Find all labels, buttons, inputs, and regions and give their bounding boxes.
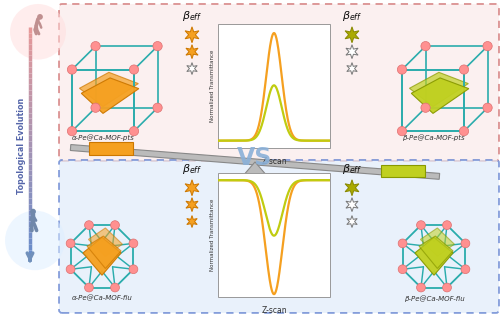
Polygon shape (185, 180, 199, 196)
Circle shape (91, 103, 100, 112)
FancyBboxPatch shape (218, 173, 330, 297)
Polygon shape (345, 27, 359, 43)
Text: Normalized Transmittance: Normalized Transmittance (210, 50, 216, 122)
Circle shape (130, 65, 138, 74)
Text: α-Pe@Ca-MOF-flu: α-Pe@Ca-MOF-flu (72, 295, 132, 301)
Text: β-Pe@Ca-MOF-flu: β-Pe@Ca-MOF-flu (404, 295, 464, 302)
Polygon shape (419, 236, 453, 268)
Circle shape (442, 283, 452, 292)
Circle shape (68, 65, 76, 74)
Polygon shape (70, 145, 440, 179)
Polygon shape (82, 78, 139, 113)
FancyBboxPatch shape (218, 24, 330, 148)
Polygon shape (345, 180, 359, 196)
Circle shape (110, 221, 120, 230)
Circle shape (460, 126, 468, 136)
Circle shape (129, 239, 138, 248)
Circle shape (68, 126, 76, 136)
Circle shape (421, 42, 430, 51)
Circle shape (416, 283, 426, 292)
Polygon shape (88, 228, 122, 256)
Polygon shape (415, 237, 453, 275)
Polygon shape (185, 27, 199, 43)
Circle shape (129, 265, 138, 274)
Text: $\beta_{eff}$: $\beta_{eff}$ (182, 162, 202, 176)
Circle shape (5, 210, 65, 270)
Polygon shape (83, 237, 121, 275)
Circle shape (483, 42, 492, 51)
FancyBboxPatch shape (88, 142, 132, 155)
Circle shape (91, 42, 100, 51)
Circle shape (398, 65, 406, 74)
Polygon shape (410, 72, 469, 107)
Circle shape (421, 103, 430, 112)
Text: β-Pe@Ca-MOF-pts: β-Pe@Ca-MOF-pts (402, 134, 464, 141)
Text: Z-scan: Z-scan (261, 306, 287, 315)
Polygon shape (346, 198, 358, 212)
Polygon shape (186, 198, 198, 212)
Circle shape (442, 221, 452, 230)
Circle shape (110, 283, 120, 292)
Circle shape (153, 42, 162, 51)
Polygon shape (187, 62, 197, 74)
Text: $\beta_{eff}$: $\beta_{eff}$ (182, 9, 202, 23)
Polygon shape (186, 45, 198, 59)
Circle shape (84, 221, 94, 230)
Circle shape (153, 103, 162, 112)
Circle shape (130, 126, 138, 136)
Circle shape (398, 239, 407, 248)
FancyBboxPatch shape (59, 160, 499, 313)
Circle shape (66, 239, 75, 248)
Circle shape (31, 210, 35, 214)
Circle shape (461, 265, 470, 274)
FancyBboxPatch shape (241, 174, 269, 178)
Circle shape (84, 283, 94, 292)
FancyBboxPatch shape (59, 4, 499, 161)
Polygon shape (420, 228, 454, 256)
Text: Normalized Transmittance: Normalized Transmittance (210, 199, 216, 271)
Circle shape (460, 65, 468, 74)
Polygon shape (243, 162, 267, 176)
Polygon shape (80, 72, 138, 107)
Circle shape (66, 265, 75, 274)
Circle shape (483, 103, 492, 112)
Text: $\beta_{eff}$: $\beta_{eff}$ (342, 9, 362, 23)
Circle shape (38, 15, 42, 19)
Text: $\beta_{eff}$: $\beta_{eff}$ (342, 162, 362, 176)
Circle shape (416, 221, 426, 230)
Polygon shape (347, 216, 357, 228)
Circle shape (10, 4, 66, 60)
Text: Topological Evolution: Topological Evolution (18, 98, 26, 194)
Circle shape (398, 265, 407, 274)
Polygon shape (347, 62, 357, 74)
FancyBboxPatch shape (381, 165, 425, 178)
Text: α-Pe@Ca-MOF-pts: α-Pe@Ca-MOF-pts (72, 134, 134, 141)
Circle shape (398, 126, 406, 136)
Text: Z-scan: Z-scan (261, 157, 287, 166)
Polygon shape (87, 236, 121, 268)
Polygon shape (187, 216, 197, 228)
Text: VS: VS (238, 146, 272, 170)
Circle shape (461, 239, 470, 248)
Polygon shape (346, 45, 358, 59)
Polygon shape (412, 78, 469, 113)
